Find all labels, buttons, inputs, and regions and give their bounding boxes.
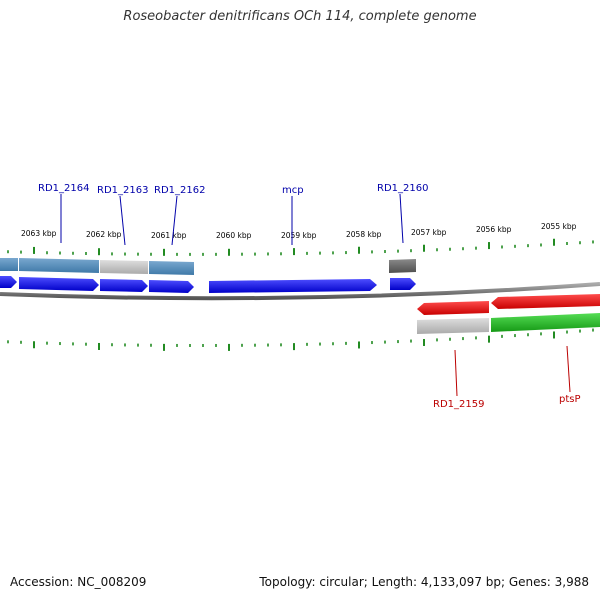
- bottom-tick-marks: [7, 328, 594, 351]
- genome-title: Roseobacter denitrificans OCh 114, compl…: [123, 9, 477, 24]
- genome-summary: Topology: circular; Length: 4,133,097 bp…: [259, 575, 589, 589]
- cog-bar: [389, 259, 416, 273]
- scale-label: 2056 kbp: [476, 225, 512, 234]
- cog-bar: [100, 260, 148, 274]
- top-tick-marks: [7, 238, 594, 256]
- gene-label-rd1-2159: RD1_2159: [433, 399, 484, 410]
- gene-arrow-rd1-2164: [19, 277, 99, 291]
- gene-arrow-ptsp: [491, 294, 600, 309]
- gene-arrow-rd1-2163: [100, 279, 148, 292]
- scale-label: 2060 kbp: [216, 231, 252, 240]
- bottom-gene-labels: RD1_2159 ptsP: [433, 345, 581, 410]
- scale-labels: 2063 kbp 2062 kbp 2061 kbp 2060 kbp 2059…: [21, 222, 577, 240]
- cog-bar: [417, 318, 489, 334]
- gene-label-ptsp: ptsP: [559, 394, 581, 405]
- gene-arrow-forward: [0, 276, 17, 288]
- cog-bar: [491, 313, 600, 332]
- gene-label-rd1-2162: RD1_2162: [154, 185, 205, 196]
- gene-label-rd1-2164: RD1_2164: [38, 183, 89, 194]
- gene-arrow-rd1-2160: [390, 278, 416, 290]
- scale-label: 2063 kbp: [21, 229, 57, 238]
- gene-label-mcp: mcp: [282, 185, 304, 196]
- cog-bar: [0, 258, 18, 271]
- reverse-genes: [417, 294, 600, 315]
- cog-bar: [19, 258, 99, 273]
- scale-label: 2062 kbp: [86, 230, 122, 239]
- scale-label: 2055 kbp: [541, 222, 577, 231]
- forward-genes: [0, 276, 416, 293]
- gene-arrow-mcp: [209, 279, 377, 293]
- accession-label: Accession: NC_008209: [10, 575, 147, 589]
- genome-backbone: [0, 282, 600, 301]
- reverse-cog-bars: [417, 313, 600, 334]
- top-gene-labels: RD1_2164 RD1_2163 RD1_2162 mcp RD1_2160: [38, 183, 428, 246]
- gene-arrow-rd1-2162: [149, 280, 194, 293]
- scale-label: 2058 kbp: [346, 230, 382, 239]
- scale-label: 2059 kbp: [281, 231, 317, 240]
- gene-arrow-rd1-2159: [417, 301, 489, 315]
- gene-label-rd1-2163: RD1_2163: [97, 185, 148, 196]
- cog-bar: [149, 261, 194, 275]
- gene-label-rd1-2160: RD1_2160: [377, 183, 428, 194]
- scale-label: 2061 kbp: [151, 231, 187, 240]
- scale-label: 2057 kbp: [411, 228, 447, 237]
- forward-cog-bars: [0, 258, 416, 275]
